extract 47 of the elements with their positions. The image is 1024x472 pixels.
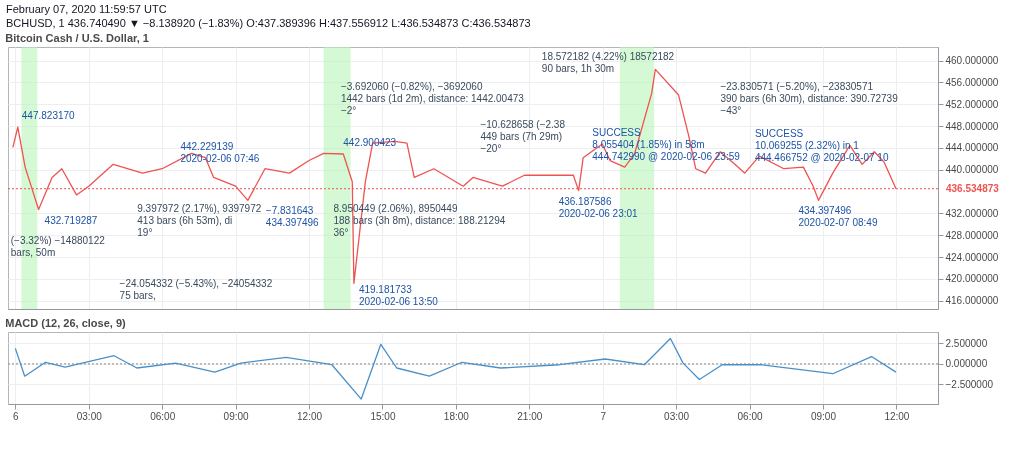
annotation: 18.572182 (4.22%) 18572182 90 bars, 1h 30m xyxy=(541,51,675,75)
y-tick-label: 420.000000 xyxy=(945,273,999,285)
x-tick-label: 6 xyxy=(13,410,20,422)
y-tick-label: 456.000000 xyxy=(945,76,999,88)
annotation: 432.719287 xyxy=(44,214,98,226)
x-tick-label: 09:00 xyxy=(223,410,250,422)
y-tick-label: 448.000000 xyxy=(945,120,999,132)
annotation: 447.823170 xyxy=(21,110,76,122)
annotation: 436.187586 2020-02-06 23:01 xyxy=(558,195,639,219)
x-tick-label: 7 xyxy=(600,410,607,422)
x-tick-label: 06:00 xyxy=(737,410,763,422)
y-tick-label: 2.500000 xyxy=(945,337,988,349)
ref-line-label: 436.534873 xyxy=(946,182,1000,194)
y-tick-label: 440.000000 xyxy=(945,164,999,176)
y-tick-label: 432.000000 xyxy=(945,207,999,219)
annotation: −24.054332 (−5.43%), −24054332 75 bars, xyxy=(119,277,273,301)
chart-title: MACD (12, 26, close, 9) xyxy=(5,317,127,329)
annotation: (−3.32%) −14880122 bars, 50m xyxy=(10,234,106,258)
x-tick-label: 06:00 xyxy=(150,410,176,422)
x-tick-label: 15:00 xyxy=(370,410,396,422)
x-tick-label: 03:00 xyxy=(664,410,690,422)
x-tick-label: 21:00 xyxy=(517,410,543,422)
chart-title: Bitcoin Cash / U.S. Dollar, 1 xyxy=(5,32,149,44)
annotation: −7.831643 434.397496 xyxy=(265,205,320,229)
x-tick-label: 12:00 xyxy=(884,410,910,422)
y-tick-label: 428.000000 xyxy=(945,229,999,241)
y-tick-label: 444.000000 xyxy=(945,142,999,154)
y-tick-label: −2.500000 xyxy=(945,378,994,390)
line-series xyxy=(14,337,897,400)
annotation: 9.397972 (2.17%), 9397972 413 bars (6h 53m), di 19° xyxy=(137,203,262,239)
y-tick-label: 460.000000 xyxy=(945,55,999,67)
x-tick-label: 03:00 xyxy=(76,410,103,422)
y-tick-label: 452.000000 xyxy=(945,98,999,110)
annotation: −23.830571 (−5.20%), −23830571 390 bars (6h 30m), distance: 390.72739 −43° xyxy=(720,81,899,117)
text: February 07, 2020 11:59:57 UTC xyxy=(6,2,168,16)
y-tick-label: 416.000000 xyxy=(945,295,999,307)
text: BCHUSD, 1 436.740490 ▼ −8.138920 (−1.83%) O:437.389396 H:437.556912 L:436.534873 C:436.534873 xyxy=(6,16,532,30)
annotation: 442.900423 xyxy=(343,136,397,148)
annotation: −10.628658 (−2.38 449 bars (7h 29m) −20° xyxy=(480,119,566,155)
annotation: −3.692060 (−0.82%), −3692060 1442 bars (1d 2m), distance: 1442.00473 −2° xyxy=(340,81,525,117)
y-tick-label: 424.000000 xyxy=(945,251,999,263)
x-tick-label: 09:00 xyxy=(810,410,837,422)
x-tick-label: 18:00 xyxy=(443,410,470,422)
annotation: 419.181733 2020-02-06 13:50 xyxy=(358,284,439,308)
y-tick-label: 0.000000 xyxy=(945,358,988,370)
annotation: 434.397496 2020-02-07 08:49 xyxy=(798,205,878,229)
x-tick-label: 12:00 xyxy=(297,410,323,422)
